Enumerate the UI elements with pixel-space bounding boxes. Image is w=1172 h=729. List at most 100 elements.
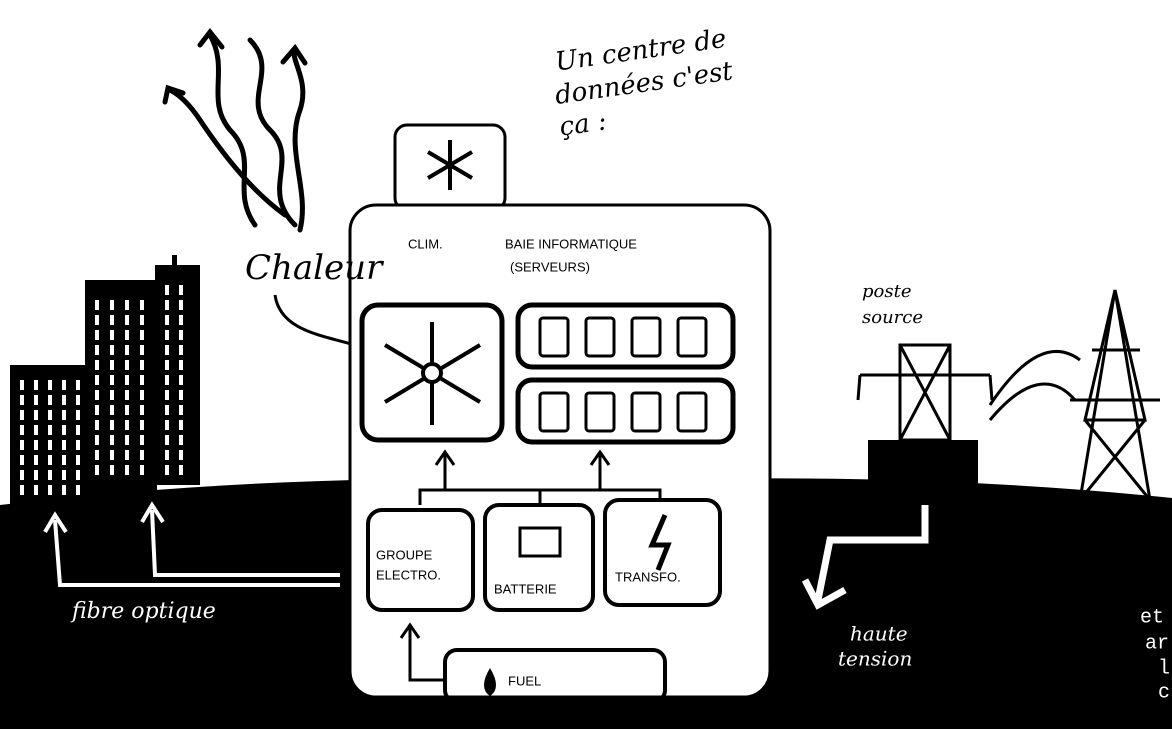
window: [62, 425, 66, 435]
window: [110, 390, 114, 400]
window: [48, 485, 52, 495]
cut-text: l: [1158, 657, 1170, 680]
window: [34, 395, 38, 405]
window: [125, 375, 129, 385]
window: [125, 450, 129, 460]
window: [48, 380, 52, 390]
window: [62, 485, 66, 495]
window: [165, 285, 169, 295]
window: [140, 315, 144, 325]
window: [140, 405, 144, 415]
window: [179, 345, 183, 355]
title-group: Un centre de données c'est ça :: [549, 24, 740, 143]
buildings: [10, 255, 200, 505]
window: [140, 465, 144, 475]
window: [125, 465, 129, 475]
window: [165, 360, 169, 370]
window: [125, 390, 129, 400]
window: [140, 345, 144, 355]
window: [76, 485, 80, 495]
window: [34, 485, 38, 495]
window: [20, 470, 24, 480]
heat-link: [275, 295, 355, 345]
window: [125, 315, 129, 325]
window: [62, 395, 66, 405]
window: [110, 420, 114, 430]
window: [95, 315, 99, 325]
window: [95, 360, 99, 370]
window: [179, 435, 183, 445]
window: [34, 455, 38, 465]
window: [125, 330, 129, 340]
window: [110, 435, 114, 445]
window: [165, 300, 169, 310]
high-voltage-label: haute: [850, 622, 908, 646]
generator-label: ELECTRO.: [376, 567, 441, 582]
window: [179, 450, 183, 460]
window: [62, 380, 66, 390]
window: [76, 395, 80, 405]
window: [125, 345, 129, 355]
window: [140, 450, 144, 460]
window: [20, 485, 24, 495]
window: [76, 410, 80, 420]
high-voltage-label: tension: [838, 647, 912, 671]
window: [76, 380, 80, 390]
heat-arrows: [165, 32, 305, 230]
window: [110, 345, 114, 355]
pylon: [990, 290, 1160, 500]
clim-label: CLIM.: [408, 236, 443, 251]
window: [34, 380, 38, 390]
transformer-label: TRANSFO.: [615, 569, 681, 584]
window: [110, 450, 114, 460]
window: [20, 410, 24, 420]
window: [165, 450, 169, 460]
window: [165, 375, 169, 385]
window: [110, 360, 114, 370]
window: [165, 420, 169, 430]
title-line: ça :: [558, 106, 609, 142]
window: [76, 455, 80, 465]
window: [179, 315, 183, 325]
substation-label: poste: [862, 281, 911, 302]
window: [125, 300, 129, 310]
rack-subtitle: (SERVEURS): [510, 259, 590, 274]
window: [48, 395, 52, 405]
window: [165, 390, 169, 400]
window: [95, 390, 99, 400]
window: [179, 300, 183, 310]
substation-label: source: [862, 307, 923, 328]
window: [140, 330, 144, 340]
window: [62, 410, 66, 420]
diagram: Un centre de données c'est ça : Chaleur …: [0, 0, 1172, 729]
window: [140, 360, 144, 370]
cut-text: ar: [1145, 632, 1169, 655]
window: [95, 420, 99, 430]
window: [95, 300, 99, 310]
heat-label: Chaleur: [245, 248, 384, 288]
window: [179, 330, 183, 340]
cut-text: c: [1158, 681, 1170, 704]
window: [110, 315, 114, 325]
window: [179, 375, 183, 385]
rack-title: BAIE INFORMATIQUE: [505, 236, 637, 251]
window: [140, 435, 144, 445]
window: [179, 360, 183, 370]
battery-label: BATTERIE: [494, 581, 557, 596]
window: [140, 420, 144, 430]
fuel-label: FUEL: [508, 673, 541, 688]
window: [125, 435, 129, 445]
window: [20, 425, 24, 435]
window: [48, 470, 52, 480]
window: [179, 420, 183, 430]
window: [20, 455, 24, 465]
window: [110, 300, 114, 310]
window: [76, 425, 80, 435]
window: [34, 410, 38, 420]
window: [165, 465, 169, 475]
window: [95, 435, 99, 445]
window: [34, 440, 38, 450]
window: [20, 380, 24, 390]
window: [95, 465, 99, 475]
window: [179, 390, 183, 400]
